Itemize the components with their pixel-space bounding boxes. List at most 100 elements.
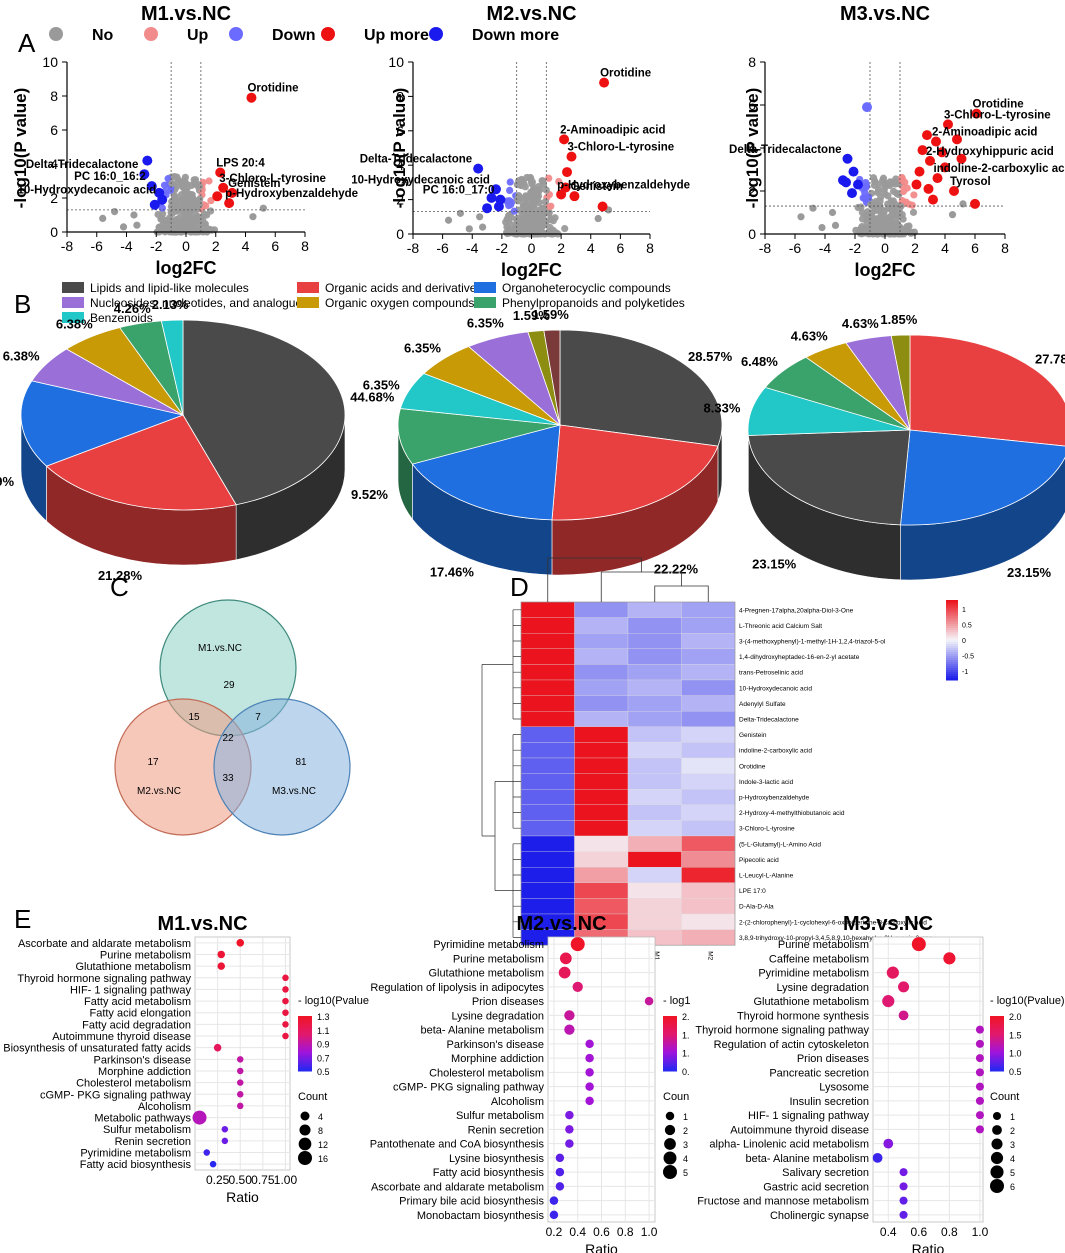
- heatmap-row-label: 2-(2-chlorophenyl)-1-cyclohexyl-6-oxopip…: [739, 919, 927, 926]
- colorbar-segment: [663, 1045, 677, 1048]
- volcano-point-up_more: [917, 145, 928, 156]
- kegg-bubble: [872, 1152, 883, 1163]
- pie-slice-label: 8.33%: [704, 401, 741, 416]
- volcano-point-bg: [530, 185, 538, 193]
- heatmap-cell: [520, 867, 575, 883]
- colorbar-segment: [946, 618, 958, 621]
- heatmap-cell: [681, 601, 736, 618]
- colorbar-segment: [298, 1023, 312, 1026]
- legend-label-down: Down: [272, 27, 316, 44]
- kegg-pathway-label: Pyrimidine metabolism: [758, 968, 869, 980]
- colorbar-segment: [663, 1032, 677, 1035]
- colorbar-segment: [946, 628, 958, 631]
- pie-slice: [20, 380, 185, 467]
- colorbar-tick-label: 0.7: [317, 1053, 330, 1063]
- pie-legend-label: Organic oxygen compounds: [325, 296, 474, 310]
- heatmap-row-label: indoline-2-carboxylic acid: [739, 748, 812, 755]
- pie-slice-label: 4.63%: [791, 329, 828, 344]
- colorbar-segment: [990, 1056, 1004, 1059]
- volcano-point-bg: [249, 213, 257, 221]
- colorbar-tick-label: 0.5: [317, 1067, 330, 1077]
- colorbar-segment: [990, 1017, 1004, 1021]
- colorbar-segment: [298, 1038, 312, 1041]
- volcano-point-bg: [522, 219, 530, 227]
- kegg-pathway-label: Regulation of actin cytoskeleton: [714, 1039, 869, 1051]
- x-tick-label: 0.4: [569, 1225, 586, 1239]
- y-tick-label: 2: [50, 190, 58, 206]
- pie-slice-label: 6.35%: [404, 341, 441, 356]
- colorbar-tick-label: 0.5: [962, 623, 972, 630]
- colorbar-segment: [990, 1043, 1004, 1046]
- colorbar-segment: [946, 632, 958, 635]
- legend-dot-up_more: [321, 27, 335, 41]
- kegg-bubble: [236, 1067, 244, 1075]
- colorbar-segment: [663, 1069, 677, 1072]
- pie-charts: Lipids and lipid-like molecules Organic a…: [0, 281, 1065, 583]
- colorbar-segment: [298, 1052, 312, 1055]
- heatmap-cell: [681, 835, 736, 852]
- volcano-point-bg: [910, 191, 918, 199]
- heatmap-cell: [574, 882, 629, 899]
- row-dendrogram: [481, 609, 521, 938]
- volcano-point-down_more: [842, 153, 853, 164]
- volcano-point-bg: [505, 202, 513, 210]
- colorbar-segment: [946, 654, 958, 657]
- volcano-point-bg: [519, 201, 527, 209]
- colorbar-segment: [990, 1036, 1004, 1039]
- volcano-point-bg: [552, 229, 560, 237]
- volcano-title: M1.vs.NC: [141, 3, 231, 25]
- kegg-bubble: [565, 1139, 574, 1148]
- kegg-pathway-label: HIF- 1 signaling pathway: [748, 1110, 870, 1122]
- heatmap-cell: [681, 648, 736, 665]
- volcano-point-bg: [539, 229, 547, 237]
- colorbar-segment: [946, 638, 958, 641]
- pie-slice-label: 6.48%: [741, 354, 778, 369]
- volcano-point-bg: [506, 186, 514, 195]
- volcano-label: 2-Hydroxyhippuric acid: [926, 146, 1054, 158]
- colorbar-segment: [946, 616, 958, 619]
- kegg-pathway-label: Salivary secretion: [782, 1167, 869, 1179]
- volcano-point-bg: [561, 224, 569, 233]
- volcano-point-up_more: [227, 187, 238, 198]
- legend-dot-no: [49, 27, 63, 41]
- colorbar-segment: [946, 600, 958, 603]
- kegg-bubble: [975, 1025, 984, 1034]
- colorbar-segment: [663, 1036, 677, 1039]
- volcano-point-up_more: [949, 186, 959, 196]
- pie-slice: [45, 414, 237, 511]
- volcano-point-bg: [538, 177, 546, 185]
- kegg-bubble: [585, 1096, 594, 1106]
- colorbar-segment: [298, 1025, 312, 1028]
- heatmap-cell: [681, 913, 736, 930]
- volcano-point-bg: [203, 211, 211, 219]
- volcano-point-bg: [533, 196, 541, 205]
- pie-legend-swatch: [62, 282, 84, 293]
- colorbar-segment: [298, 1054, 312, 1057]
- volcano-point-bg: [259, 204, 267, 212]
- kegg-pathway-label: Morphine addiction: [98, 1066, 191, 1078]
- venn-count-m1_m3: 7: [255, 712, 261, 723]
- kegg-bubble: [555, 1182, 565, 1191]
- heatmap-cell: [520, 742, 575, 759]
- heatmap-row-label: Adenylyl Sulfate: [739, 701, 786, 708]
- kegg-pathway-label: Fatty acid degradation: [82, 1019, 191, 1031]
- heatmap-cell: [520, 898, 575, 915]
- colorbar-segment: [298, 1056, 312, 1059]
- kegg-m1: M1.vs.NC Ascorbate and aldarate metabolis…: [3, 913, 369, 1205]
- colorbar-segment: [946, 662, 958, 665]
- x-tick-label: 2: [212, 238, 220, 254]
- heatmap-col-label: M1: [653, 951, 660, 960]
- kegg-pathway-label: Regulation of lipolysis in adipocytes: [370, 982, 544, 994]
- y-tick-label: 0: [748, 226, 756, 242]
- heatmap-cell: [520, 757, 575, 774]
- heatmap-cell: [520, 882, 575, 899]
- colorbar-segment: [946, 646, 958, 649]
- volcano-point-down: [862, 102, 872, 113]
- heatmap-row-label: p-Hydroxybenzaldehyde: [739, 795, 809, 802]
- heatmap-cell: [520, 773, 575, 790]
- pie-slice-label: 6.35%: [467, 316, 504, 331]
- colorbar-segment: [946, 666, 958, 669]
- volcano-point-up_more: [566, 151, 577, 162]
- colorbar-segment: [663, 1061, 677, 1065]
